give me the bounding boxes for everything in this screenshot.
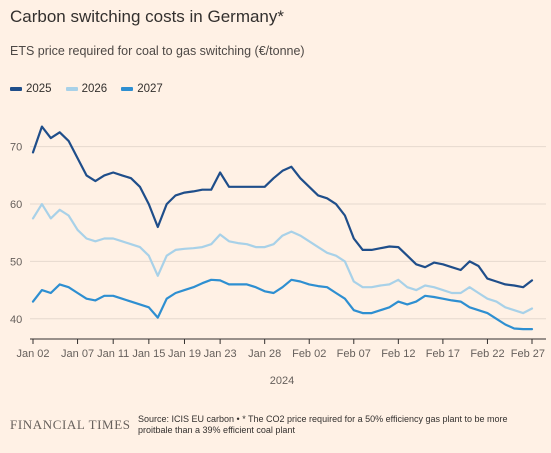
- x-tick-label-6: Jan 28: [248, 348, 281, 360]
- chart-title: Carbon switching costs in Germany*: [10, 7, 285, 26]
- legend-swatch-2027: [121, 87, 134, 91]
- x-axis-title: 2024: [270, 375, 294, 387]
- legend-label-2026: 2026: [81, 83, 108, 95]
- x-tick-label-7: Feb 02: [292, 348, 326, 360]
- x-tick-label-9: Feb 12: [381, 348, 415, 360]
- series-line-2025: [31, 125, 534, 289]
- chart-legend: 2025 2026 2027: [10, 81, 163, 97]
- series-line-2027: [31, 278, 534, 331]
- legend-swatch-2026: [65, 87, 78, 91]
- series-line-2026: [31, 203, 534, 315]
- y-tick-label-70: 70: [10, 142, 22, 154]
- y-tick-label-50: 50: [10, 256, 22, 268]
- x-tick-label-10: Feb 17: [426, 348, 460, 360]
- x-tick-label-8: Feb 07: [337, 348, 371, 360]
- legend-label-2025: 2025: [26, 83, 52, 95]
- y-tick-label-60: 60: [10, 199, 22, 211]
- x-tick-label-2: Jan 11: [97, 348, 129, 360]
- footer: FINANCIAL TIMES Source: ICIS EU carbon •…: [10, 414, 545, 436]
- x-tick-label-12: Feb 27: [511, 348, 545, 360]
- legend-label-2027: 2027: [137, 83, 163, 95]
- chart-subtitle: ETS price required for coal to gas switc…: [10, 44, 305, 58]
- legend-item-2025: 2025: [10, 83, 52, 95]
- ft-logo: FINANCIAL TIMES: [10, 417, 131, 432]
- legend-swatch-2025: [10, 87, 22, 91]
- x-tick-label-5: Jan 23: [204, 348, 237, 360]
- x-tick-label-1: Jan 07: [61, 348, 94, 360]
- legend-item-2027: 2027: [121, 83, 163, 95]
- y-tick-label-40: 40: [10, 314, 22, 326]
- legend-item-2026: 2026: [65, 83, 108, 95]
- x-tick-label-0: Jan 02: [16, 348, 49, 360]
- x-tick-label-4: Jan 19: [168, 348, 201, 360]
- source-note: Source: ICIS EU carbon • * The CO2 price…: [138, 414, 508, 435]
- x-tick-label-11: Feb 22: [470, 348, 504, 360]
- x-tick-label-3: Jan 15: [132, 348, 165, 360]
